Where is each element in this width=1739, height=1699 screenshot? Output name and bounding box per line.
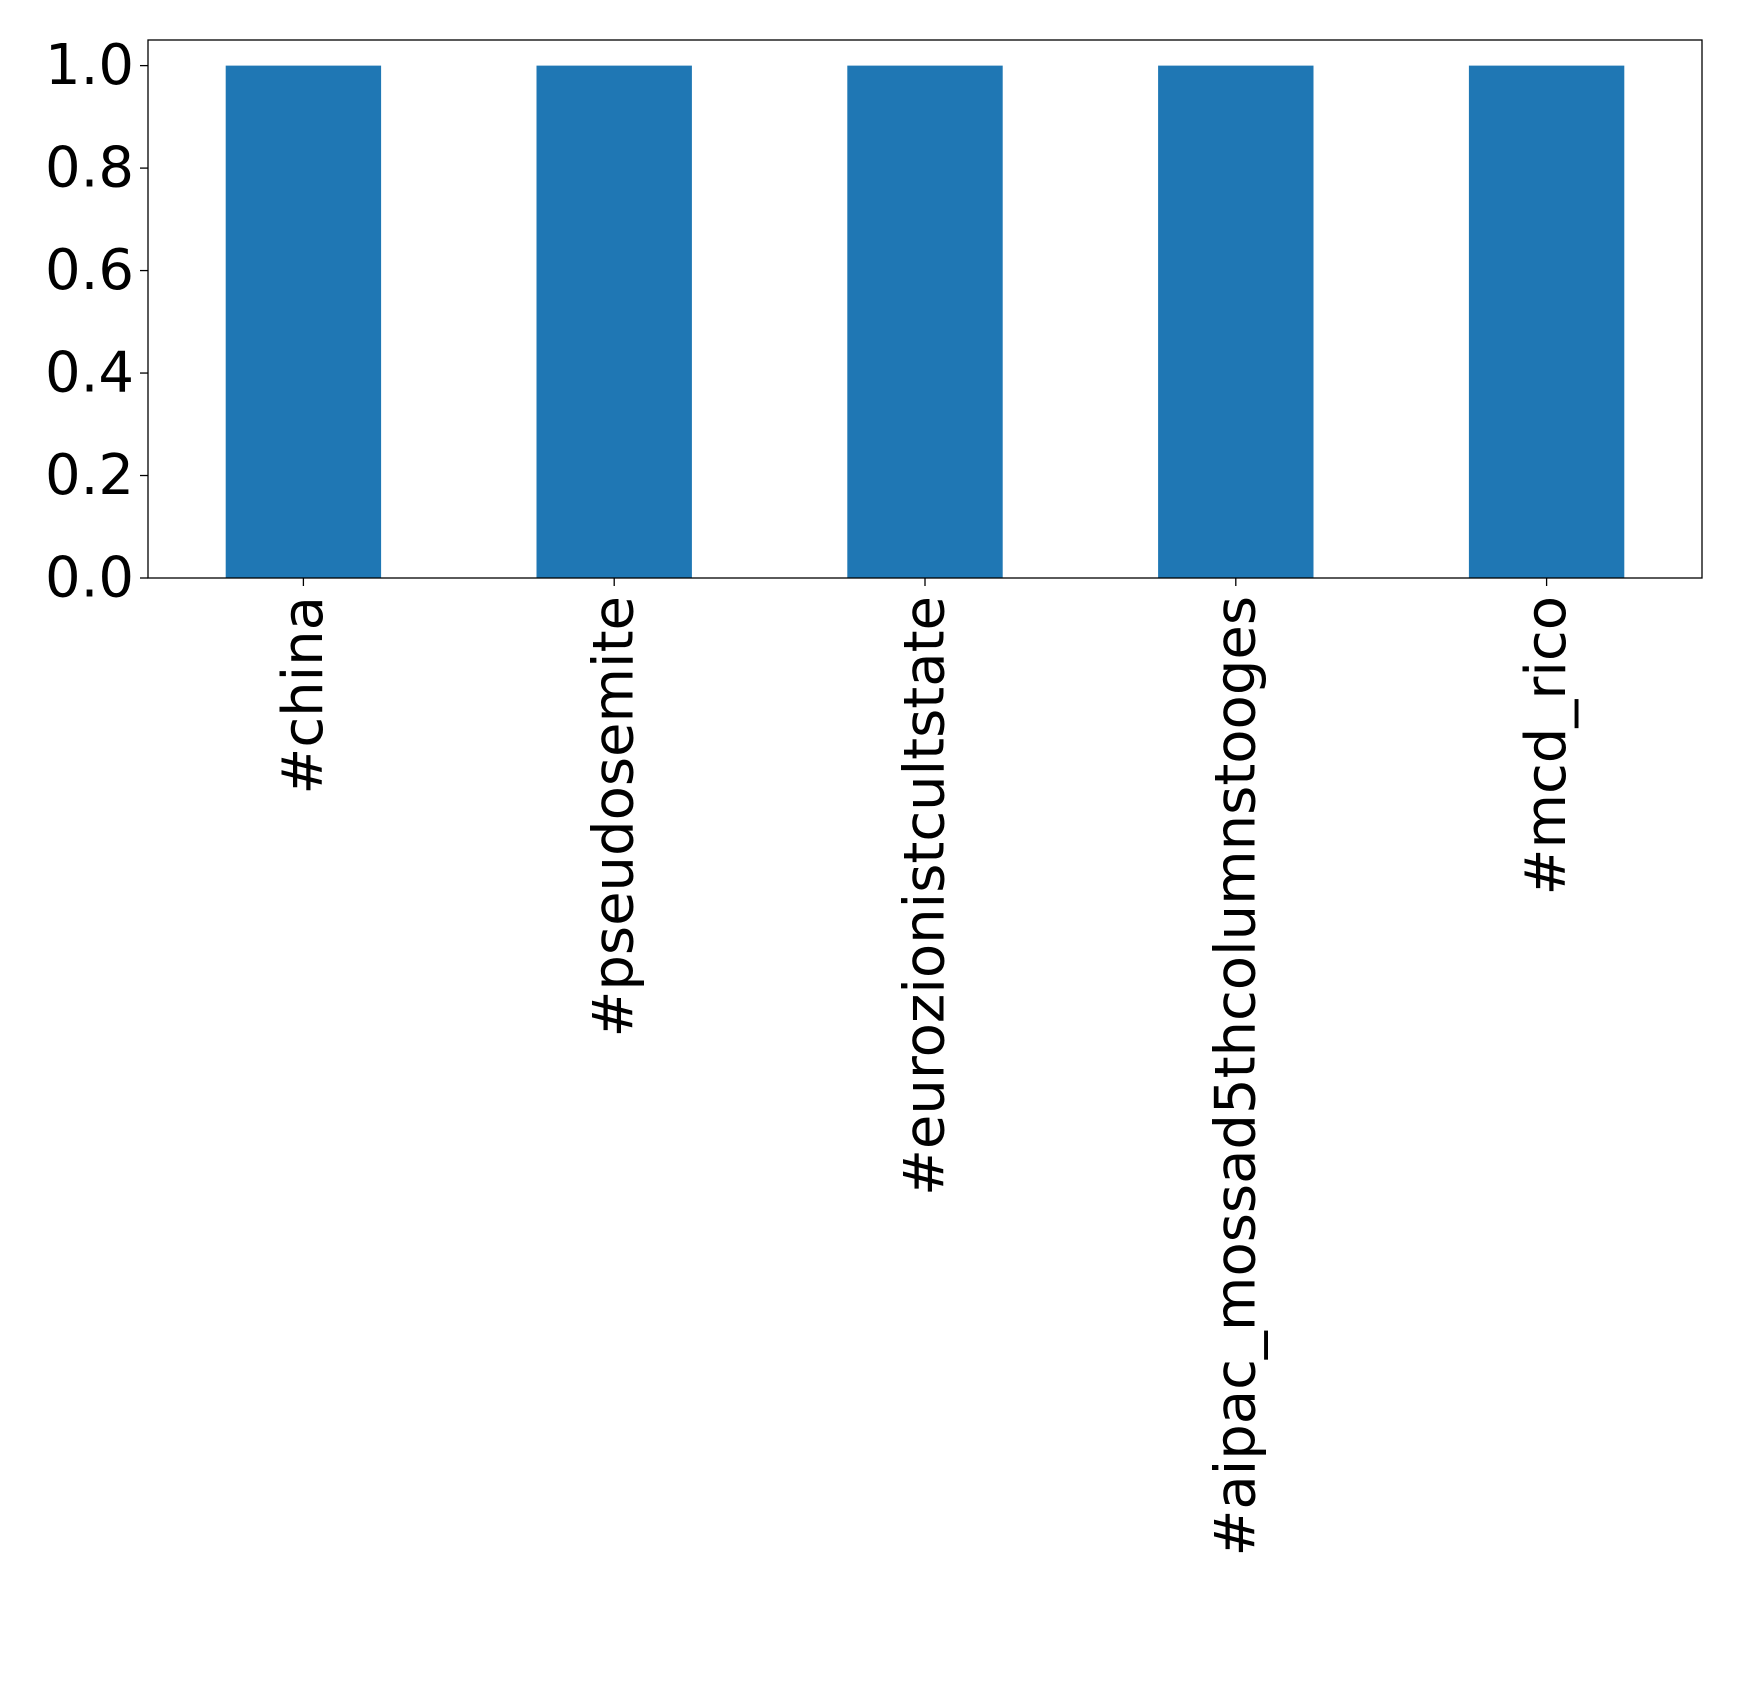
- bar-1: [536, 65, 692, 579]
- bar-4: [1468, 65, 1625, 579]
- y-tick-label-4: 0.8: [45, 136, 134, 201]
- y-tick-label-2: 0.4: [45, 341, 134, 406]
- y-tick-label-1: 0.2: [45, 443, 134, 508]
- x-tick-label-4: #mcd_rico: [1514, 596, 1579, 895]
- bars-group: [225, 65, 1625, 579]
- x-tick-label-2: #eurozionistcultstate: [893, 596, 958, 1196]
- y-tick-label-5: 1.0: [45, 33, 134, 98]
- bar-2: [847, 65, 1003, 579]
- x-tick-label-3: #aipac_mossad5thcolumnstooges: [1203, 596, 1268, 1557]
- bar-3: [1158, 65, 1314, 579]
- x-axis: #china #pseudosemite #eurozionistcultstate…: [271, 578, 1579, 1557]
- bar-0: [225, 65, 382, 579]
- x-tick-label-0: #china: [271, 596, 336, 795]
- plot-frame: [147, 39, 1703, 579]
- y-axis: 0.0 0.2 0.4 0.6 0.8 1.0: [45, 33, 148, 611]
- y-tick-label-0: 0.0: [45, 546, 134, 611]
- y-tick-label-3: 0.6: [45, 238, 134, 303]
- x-tick-label-1: #pseudosemite: [582, 596, 647, 1038]
